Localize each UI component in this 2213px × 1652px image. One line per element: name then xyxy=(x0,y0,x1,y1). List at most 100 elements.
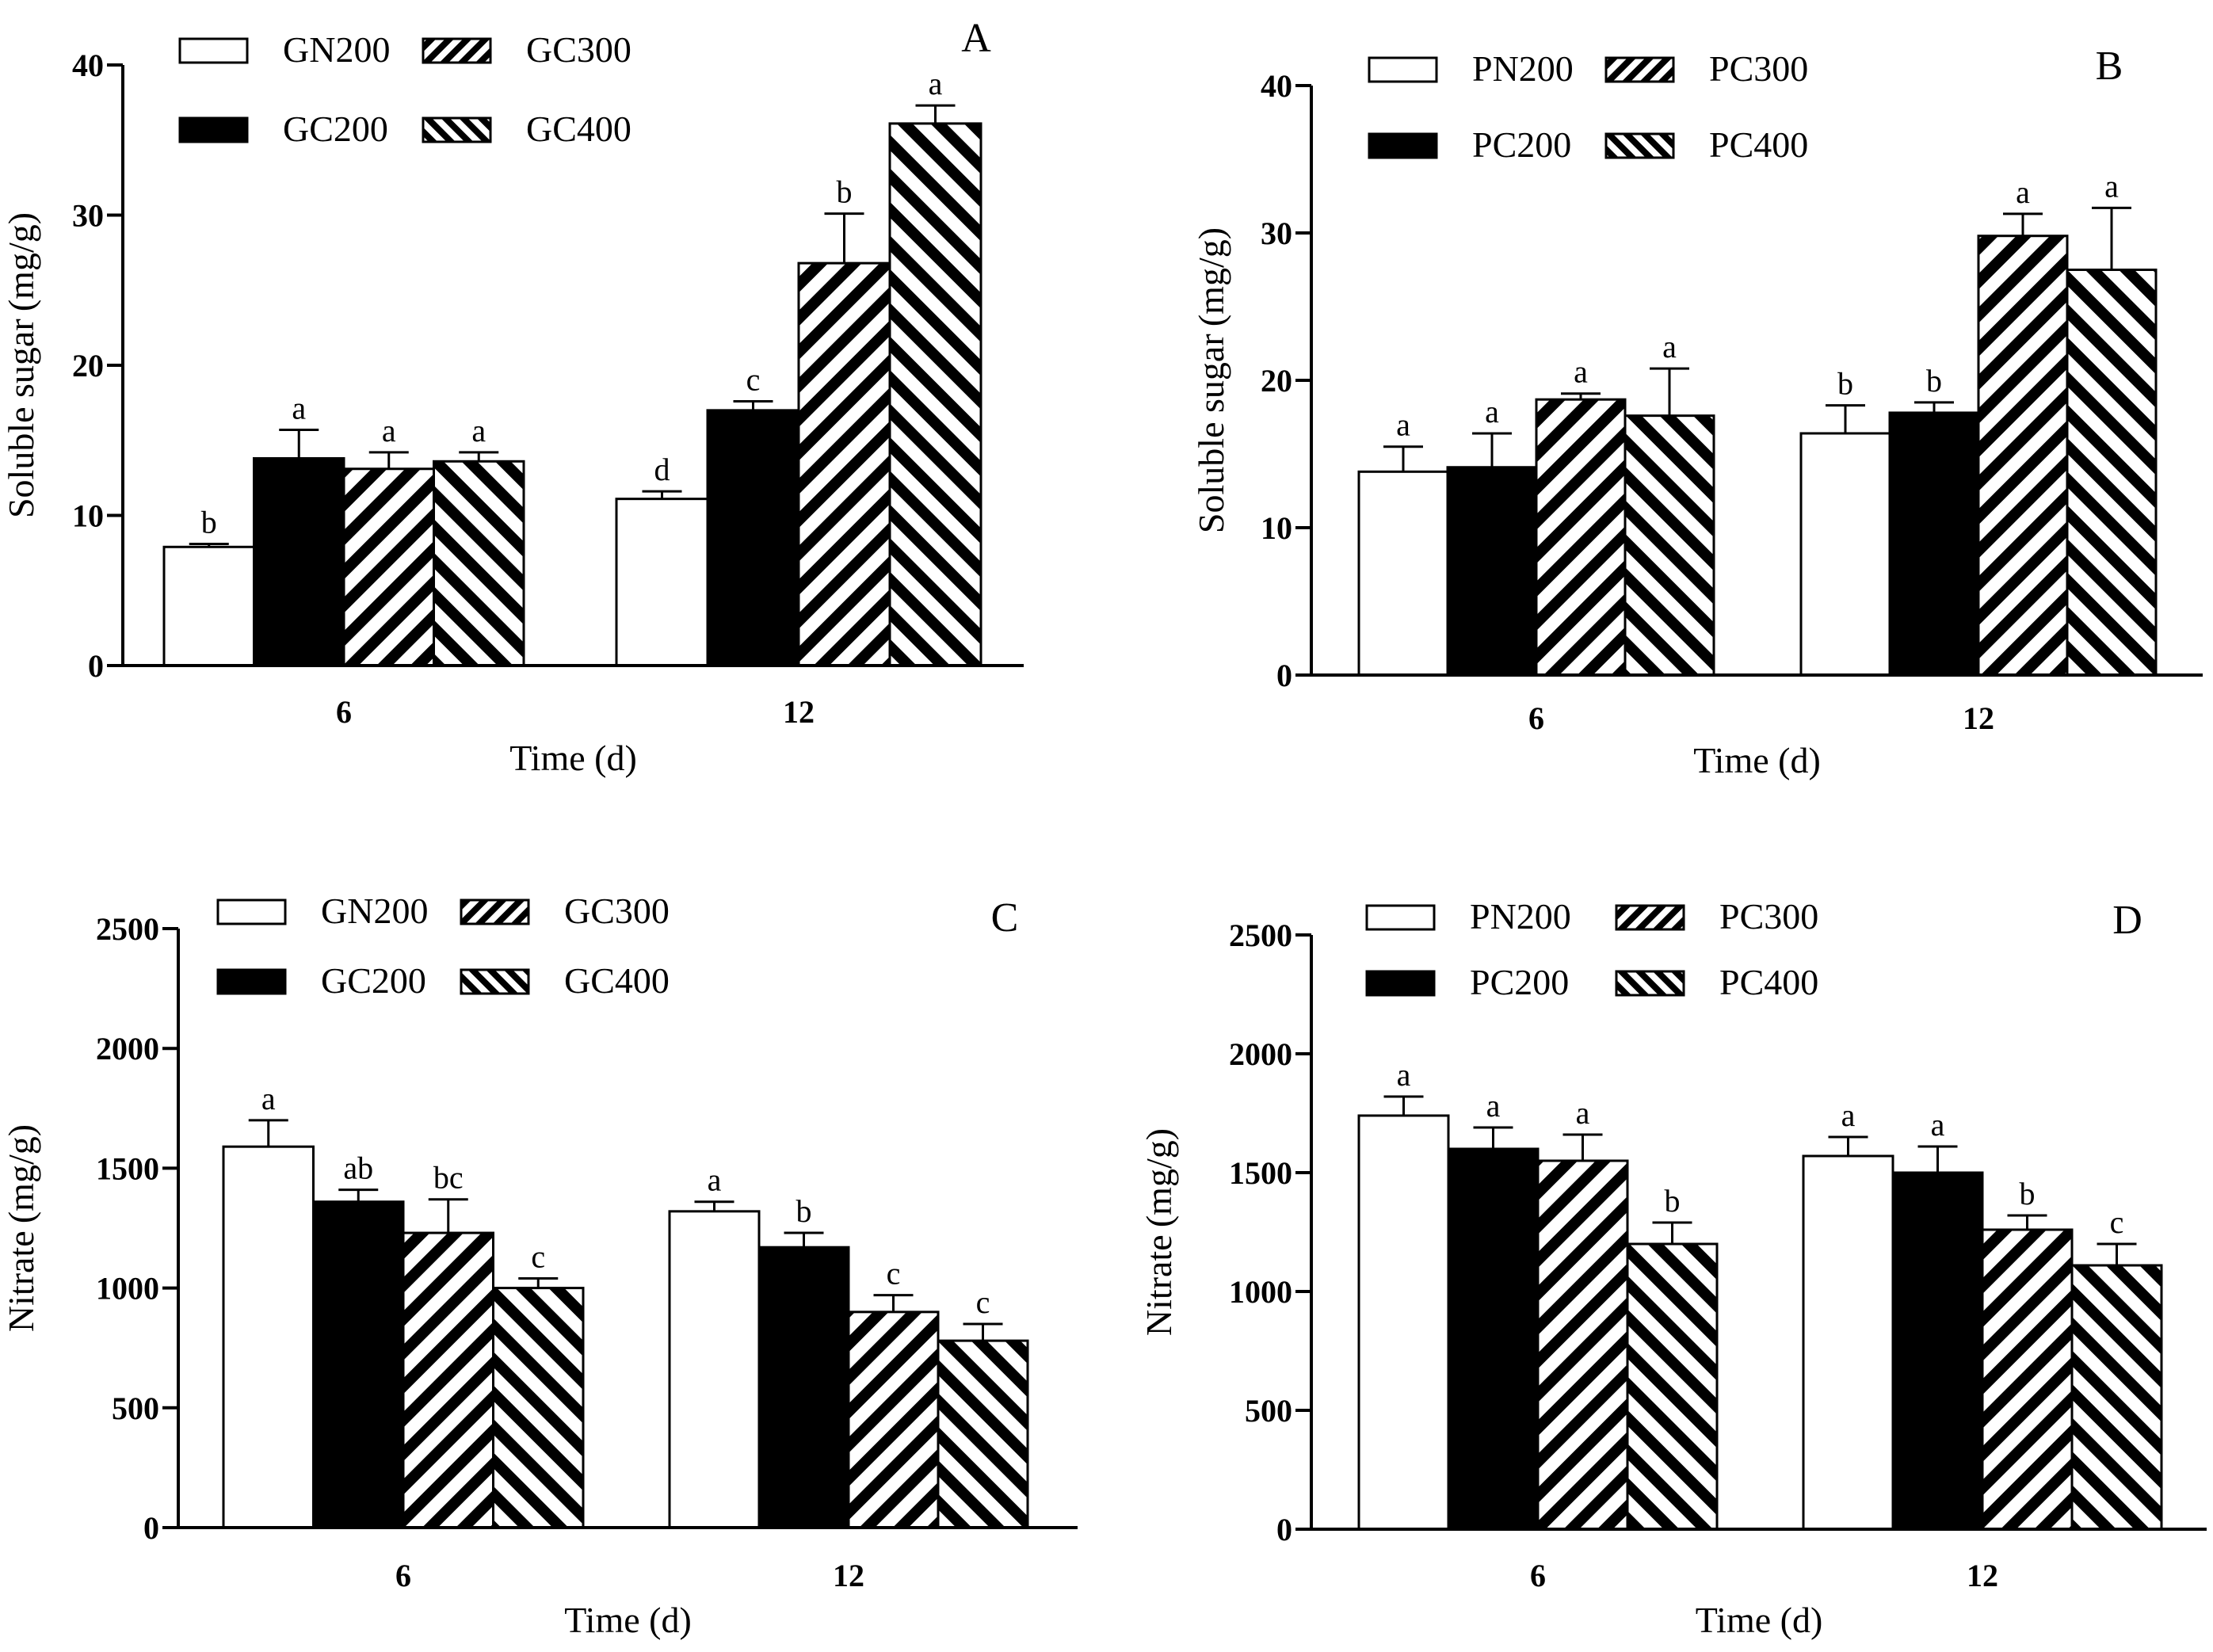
significance-letter-gc300-6: bc xyxy=(433,1160,464,1196)
significance-letter-pc200-12: b xyxy=(1926,363,1942,399)
significance-letter-pc300-6: a xyxy=(1576,1095,1590,1131)
panel-label-b: B xyxy=(2096,44,2123,89)
y-axis-title: Soluble sugar (mg/g) xyxy=(1,212,41,518)
significance-letter-gn200-6: a xyxy=(261,1081,276,1116)
bar-pc200-12 xyxy=(1888,411,1980,677)
significance-letter-gn200-12: d xyxy=(654,452,670,487)
bar-gc300-12 xyxy=(797,261,891,667)
bar-pn200-12 xyxy=(1802,1154,1894,1531)
legend-label-pc400: PC400 xyxy=(1719,962,1818,1002)
legend-swatch-gc200 xyxy=(178,116,249,143)
bar-pc200-6 xyxy=(1446,466,1538,677)
significance-letter-pc400-6: b xyxy=(1665,1183,1681,1219)
panel-c-chart: aab bcc6abcc1205001000150020002500Nitrate… xyxy=(1,891,1078,1640)
legend-swatch-pc300 xyxy=(1604,56,1675,83)
significance-letter-pc200-6: a xyxy=(1485,394,1499,429)
significance-letter-gc400-6: a xyxy=(471,413,486,448)
significance-letter-pc300-6: a xyxy=(1574,354,1588,390)
legend-swatch-pc200 xyxy=(1368,132,1438,159)
legend-swatch-pn200 xyxy=(1368,56,1438,83)
y-tick-label-1500: 1500 xyxy=(1229,1155,1292,1191)
significance-letter-pc300-12: a xyxy=(2016,174,2030,210)
y-tick-label-20: 20 xyxy=(1261,363,1292,399)
panel-label-a: A xyxy=(961,16,991,61)
bar-gc400-12 xyxy=(937,1339,1029,1529)
significance-letter-pn200-6: a xyxy=(1397,1057,1411,1093)
significance-letter-gc300-12: b xyxy=(837,174,853,210)
panel-label-d: D xyxy=(2112,898,2142,943)
bar-pc400-6 xyxy=(1624,414,1715,677)
bar-gc400-6 xyxy=(492,1287,585,1529)
significance-letter-gn200-6: b xyxy=(201,505,217,540)
legend-label-gc400: GC400 xyxy=(564,960,670,1001)
legend-label-gn200: GN200 xyxy=(321,891,428,931)
y-tick-label-0: 0 xyxy=(1276,1512,1292,1547)
x-axis-title: Time (d) xyxy=(1696,1600,1823,1640)
bar-gn200-12 xyxy=(668,1210,761,1529)
bar-pc300-12 xyxy=(1981,1228,2074,1531)
bar-gc200-6 xyxy=(253,456,345,667)
x-tick-label-6: 6 xyxy=(336,694,352,730)
bar-gc300-6 xyxy=(402,1231,494,1529)
significance-letter-gc300-6: a xyxy=(382,413,396,448)
legend-label-pc300: PC300 xyxy=(1709,48,1808,89)
y-tick-label-40: 40 xyxy=(72,48,104,83)
significance-letter-gc400-12: a xyxy=(929,66,943,101)
legend-swatch-gc300 xyxy=(460,898,530,925)
legend-swatch-gc200 xyxy=(216,968,287,995)
bar-pc400-12 xyxy=(2066,269,2158,677)
bar-pn200-12 xyxy=(1799,432,1891,677)
bar-pc200-6 xyxy=(1447,1147,1540,1531)
significance-letter-pc200-6: a xyxy=(1486,1088,1501,1124)
panel-d-chart: a a a b 6 a a b c 12 0 500 1000 1500 2000 2500 Nitrate (… xyxy=(1139,896,2207,1640)
legend-swatch-pn200 xyxy=(1365,904,1436,931)
bar-pc200-12 xyxy=(1891,1171,1984,1531)
legend-label-pn200: PN200 xyxy=(1470,896,1571,937)
legend-label-gc300: GC300 xyxy=(526,29,631,70)
significance-letter-pn200-12: b xyxy=(1837,366,1853,402)
y-tick-label-2500: 2500 xyxy=(96,911,159,947)
legend-label-gn200: GN200 xyxy=(283,29,390,70)
x-axis-title: Time (d) xyxy=(1693,740,1821,780)
legend-label-gc200: GC200 xyxy=(283,109,388,149)
legend-label-gc300: GC300 xyxy=(564,891,670,931)
y-tick-label-0: 0 xyxy=(88,648,104,684)
y-tick-label-500: 500 xyxy=(112,1391,159,1426)
bar-pn200-6 xyxy=(1357,1114,1450,1531)
x-axis-title: Time (d) xyxy=(564,1600,692,1640)
x-tick-label-6: 6 xyxy=(1528,700,1544,736)
legend-swatch-pc400 xyxy=(1615,970,1685,997)
y-tick-label-2500: 2500 xyxy=(1229,918,1292,953)
panel-b-chart: a a a a 6 b b a a 12 0 10 20 30 40 Soluble sugar (mg/g)… xyxy=(1191,44,2203,780)
bar-pc300-6 xyxy=(1536,1159,1629,1531)
y-tick-label-30: 30 xyxy=(72,198,104,234)
significance-letter-gc400-12: c xyxy=(976,1284,990,1320)
bar-gn200-6 xyxy=(222,1145,315,1529)
x-tick-label-12: 12 xyxy=(1967,1558,1998,1593)
significance-letter-gc200-12: c xyxy=(746,361,761,397)
bar-gc400-12 xyxy=(888,122,982,667)
bar-gn200-12 xyxy=(615,498,709,667)
x-tick-label-6: 6 xyxy=(395,1558,411,1593)
legend-swatch-gc400 xyxy=(460,968,530,995)
significance-letter-gc200-12: b xyxy=(796,1193,812,1229)
y-tick-label-30: 30 xyxy=(1261,216,1292,251)
significance-letter-gc400-6: c xyxy=(531,1239,545,1275)
legend-swatch-pc200 xyxy=(1365,970,1436,997)
bar-gc200-12 xyxy=(757,1246,850,1529)
y-axis-title: Soluble sugar (mg/g) xyxy=(1191,227,1231,533)
y-tick-label-0: 0 xyxy=(143,1510,159,1546)
bar-gc400-6 xyxy=(433,460,525,667)
y-tick-label-2000: 2000 xyxy=(1229,1036,1292,1072)
legend-label-pc200: PC200 xyxy=(1470,962,1569,1002)
y-tick-label-40: 40 xyxy=(1261,68,1292,104)
bar-gc300-12 xyxy=(847,1311,940,1529)
legend-swatch-pc400 xyxy=(1604,132,1675,159)
legend-label-gc200: GC200 xyxy=(321,960,426,1001)
legend-swatch-gn200 xyxy=(178,37,249,64)
x-tick-label-12: 12 xyxy=(1963,700,1994,736)
significance-letter-pc400-6: a xyxy=(1662,329,1677,364)
bar-pc300-12 xyxy=(1977,235,2069,677)
legend-swatch-pc300 xyxy=(1615,904,1685,931)
